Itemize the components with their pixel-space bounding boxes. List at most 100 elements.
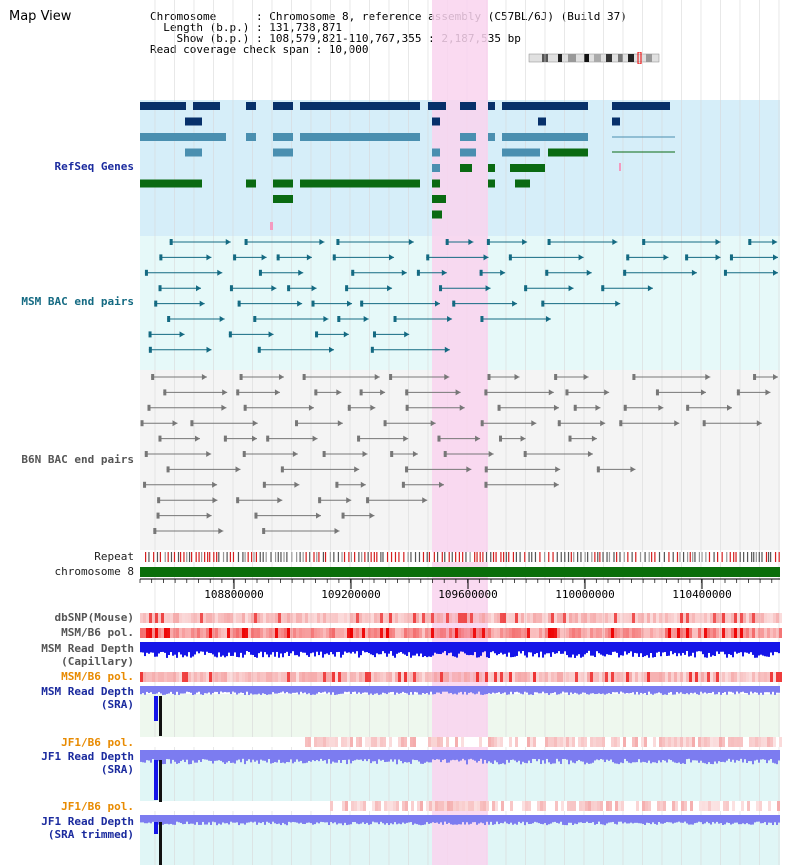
bac-end-marker — [140, 420, 144, 427]
polymorphism-cell — [275, 628, 278, 638]
polymorphism-cell — [375, 801, 378, 811]
read-depth-bar — [264, 642, 266, 653]
bac-end-marker — [360, 300, 364, 307]
read-depth-bar — [360, 686, 362, 694]
polymorphism-cell — [260, 628, 263, 638]
polymorphism-cell — [623, 628, 626, 638]
polymorphism-cell — [371, 672, 374, 682]
polymorphism-cell — [473, 672, 476, 682]
read-depth-bar — [388, 642, 390, 654]
read-depth-bar — [724, 750, 726, 763]
polymorphism-cell — [527, 613, 530, 623]
read-depth-bar — [572, 815, 574, 825]
bac-end-marker — [244, 239, 248, 245]
read-depth-bar — [766, 750, 768, 764]
read-depth-bar — [750, 642, 752, 653]
polymorphism-cell — [578, 613, 581, 623]
polymorphism-cell — [359, 737, 362, 747]
read-depth-bar — [734, 750, 736, 763]
polymorphism-cell — [677, 737, 680, 747]
polymorphism-cell — [698, 737, 701, 747]
polymorphism-cell — [227, 672, 230, 682]
polymorphism-cell — [194, 672, 197, 682]
read-depth-bar — [436, 686, 438, 693]
read-depth-bar — [684, 642, 686, 655]
read-depth-bar — [602, 815, 604, 825]
polymorphism-cell — [413, 613, 416, 623]
polymorphism-cell — [434, 672, 437, 682]
bac-end-arrow — [347, 300, 353, 307]
gene-block — [432, 148, 440, 157]
read-depth-bar — [270, 750, 272, 764]
read-depth-bar — [490, 686, 492, 694]
read-depth-bar — [702, 642, 704, 655]
read-depth-bar — [310, 815, 312, 824]
bac-end-marker — [262, 528, 266, 534]
polymorphism-cell — [209, 672, 212, 682]
polymorphism-cell — [500, 628, 503, 638]
polymorphism-cell — [203, 628, 206, 638]
gene-block — [502, 133, 588, 141]
read-depth-bar — [770, 815, 772, 823]
read-depth-bar — [508, 686, 510, 695]
repeat-element — [465, 552, 467, 562]
polymorphism-cell — [330, 801, 333, 811]
read-depth-bar — [492, 642, 494, 652]
polymorphism-cell — [146, 672, 149, 682]
polymorphism-cell — [704, 628, 707, 638]
polymorphism-cell — [749, 737, 752, 747]
polymorphism-cell — [431, 613, 434, 623]
polymorphism-cell — [377, 613, 380, 623]
polymorphism-cell — [482, 613, 485, 623]
read-depth-bar — [402, 686, 404, 692]
read-depth-bar — [472, 815, 474, 823]
polymorphism-cell — [488, 737, 491, 747]
read-depth-bar — [224, 750, 226, 764]
read-depth-bar — [262, 686, 264, 694]
polymorphism-cell — [458, 613, 461, 623]
polymorphism-cell — [152, 672, 155, 682]
polymorphism-cell — [528, 801, 531, 811]
repeat-element — [755, 552, 757, 562]
polymorphism-cell — [671, 737, 674, 747]
polymorphism-cell — [581, 613, 584, 623]
read-depth-bar — [552, 815, 554, 823]
read-depth-bar — [742, 686, 744, 692]
polymorphism-cell — [650, 672, 653, 682]
polymorphism-cell — [353, 672, 356, 682]
polymorphism-cell — [710, 628, 713, 638]
read-depth-bar — [412, 750, 414, 760]
polymorphism-cell — [320, 628, 323, 638]
read-depth-bar — [554, 750, 556, 764]
polymorphism-cell — [740, 672, 743, 682]
polymorphism-cell — [758, 628, 761, 638]
read-depth-bar — [596, 750, 598, 760]
read-depth-bar — [504, 815, 506, 822]
polymorphism-cell — [518, 628, 521, 638]
read-depth-bar — [612, 750, 614, 763]
polymorphism-cell — [281, 628, 284, 638]
read-depth-bar — [492, 686, 494, 693]
read-depth-bar — [390, 815, 392, 824]
polymorphism-cell — [152, 613, 155, 623]
read-depth-bar — [324, 815, 326, 823]
polymorphism-cell — [230, 628, 233, 638]
polymorphism-cell — [665, 613, 668, 623]
read-depth-bar — [776, 815, 778, 825]
polymorphism-cell — [653, 672, 656, 682]
bac-end-marker — [393, 316, 397, 322]
read-depth-bar — [428, 642, 430, 657]
polymorphism-cell — [545, 672, 548, 682]
read-depth-bar — [320, 686, 322, 693]
read-depth-bar — [692, 815, 694, 825]
bac-end-marker — [148, 331, 152, 338]
polymorphism-cell — [515, 737, 518, 747]
read-depth-bar — [406, 815, 408, 823]
polymorphism-cell — [710, 737, 713, 747]
polymorphism-cell — [653, 613, 656, 623]
read-depth-bar — [394, 642, 396, 658]
repeat-element — [386, 552, 389, 562]
gene-block — [460, 148, 476, 157]
bac-end-arrow — [199, 300, 205, 307]
